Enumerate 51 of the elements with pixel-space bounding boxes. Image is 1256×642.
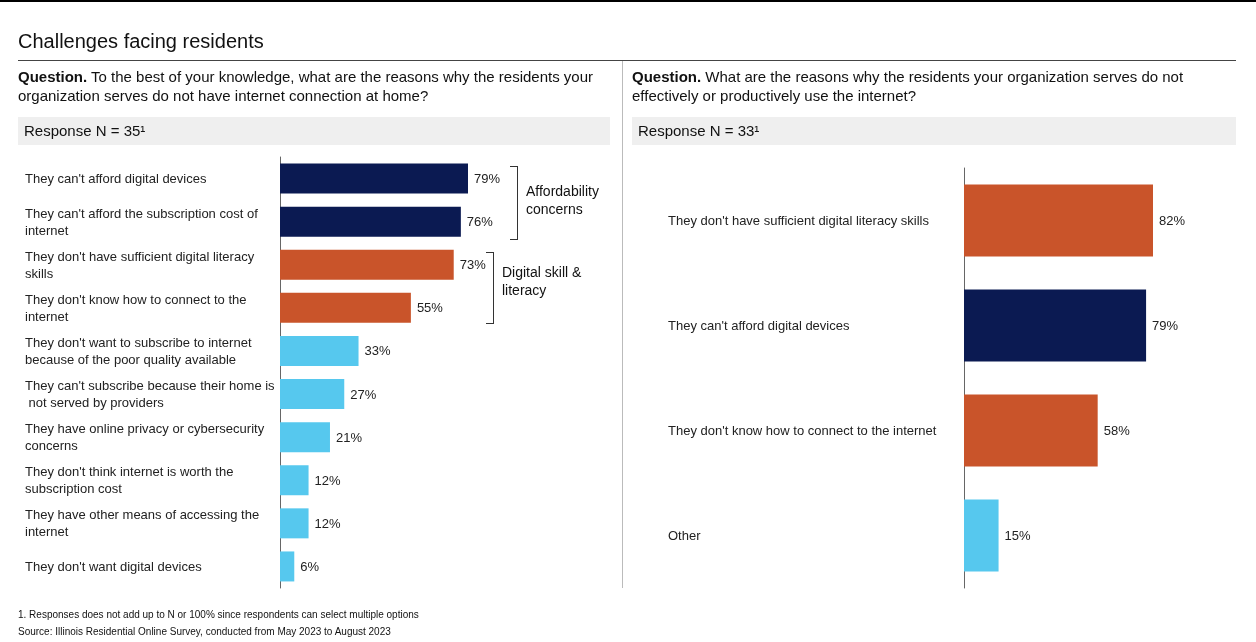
text: Response N = 35¹: [24, 122, 146, 139]
y-tick-label: They can't afford digital devices: [25, 171, 207, 187]
text: 1. Responses does not add up to N or 100% since respondents can select multiple options: [18, 609, 419, 620]
bar: [964, 289, 1147, 362]
data-label: 27%: [350, 386, 377, 402]
bar: [280, 422, 330, 453]
y-tick-label: They don't want digital devices: [25, 558, 203, 574]
data-label: 21%: [335, 429, 363, 445]
bar: [280, 292, 411, 323]
bar: [280, 163, 468, 194]
bar: [964, 394, 1098, 467]
bar: [280, 379, 345, 410]
y-tick-label: They have online privacy or cybersecurity concerns: [25, 421, 268, 454]
data-label: 6%: [300, 558, 320, 574]
bar: [280, 249, 454, 280]
y-tick-label: They don't have sufficient digital literacy skills: [668, 213, 930, 228]
data-label: 58%: [1103, 423, 1131, 438]
y-tick-label: They don't know how to connect to the internet: [668, 423, 937, 438]
chart-subtitle: Question. What are the reasons why the residents your organization serves do not effectively or productively use the internet?: [632, 67, 1185, 105]
bar: [280, 335, 359, 366]
y-tick-label: They don't want to subscribe to internet because of the poor quality available: [25, 334, 256, 367]
y-tick-label: They can't afford digital devices: [668, 318, 850, 333]
text: Affordability concerns: [526, 182, 600, 218]
y-tick-label: Other: [668, 528, 702, 543]
y-tick-label: They have other means of accessing the internet: [25, 507, 263, 540]
data-label: 76%: [466, 214, 494, 230]
data-label: 15%: [1004, 528, 1032, 543]
bar: [280, 551, 295, 582]
data-label: 55%: [416, 300, 444, 316]
data-label: 79%: [474, 171, 501, 187]
y-tick-label: They don't think internet is worth the subscription cost: [25, 464, 238, 497]
y-tick-label: They don't know how to connect to the internet: [25, 291, 251, 324]
data-label: 82%: [1159, 213, 1186, 228]
data-label: 79%: [1152, 318, 1179, 333]
bar: [964, 184, 1153, 257]
text: Response N = 33¹: [638, 122, 760, 139]
bar: [280, 206, 461, 237]
bar: [280, 465, 309, 496]
data-label: 12%: [314, 515, 342, 531]
y-tick-label: They don't have sufficient digital literacy skills: [25, 248, 258, 281]
y-tick-label: They can't afford the subscription cost of internet: [25, 205, 262, 238]
chart-subtitle: Question. To the best of your knowledge, what are the reasons why the residents your organization serves do not have internet connection at home?: [18, 67, 595, 105]
bar: [280, 508, 309, 539]
chart-title: Challenges facing residents: [18, 30, 264, 53]
data-label: 12%: [314, 472, 342, 488]
y-tick-label: They can't subscribe because their home is not served by providers: [25, 378, 276, 411]
text: Digital skill & literacy: [502, 263, 583, 299]
source-note: Source: Illinois Residential Online Survey, conducted from May 2023 to August 2023: [18, 626, 391, 637]
data-label: 73%: [459, 257, 487, 273]
data-label: 33%: [364, 343, 391, 359]
bar: [964, 499, 999, 572]
